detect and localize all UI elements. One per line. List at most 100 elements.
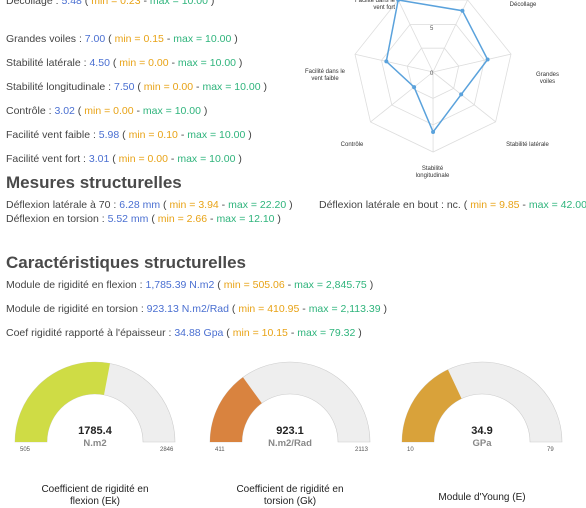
radar-axis-line xyxy=(433,72,496,122)
row-max: max = 10.00 xyxy=(143,105,201,117)
row-paren: ) xyxy=(231,33,237,45)
prop-row: Décollage : 5.48 ( min = 0.23 - max = 10… xyxy=(6,0,214,7)
row-sep: - xyxy=(219,199,228,211)
row-sep: - xyxy=(520,199,529,211)
radar-axis-line xyxy=(371,72,433,122)
row-paren: ( xyxy=(105,33,114,45)
row-paren: ( xyxy=(148,213,157,225)
gauge-title: Coefficient de rigidité en torsion (Gk) xyxy=(225,484,355,508)
gauge-max: 2846 xyxy=(160,447,173,453)
row-label: Contrôle : xyxy=(6,105,54,117)
row-max: max = 12.10 xyxy=(216,213,274,225)
section-title-mesures: Mesures structurelles xyxy=(6,173,182,193)
row-min: min = 0.00 xyxy=(144,81,193,93)
gauge-unit: GPa xyxy=(442,438,522,449)
radar-series xyxy=(386,0,487,132)
radar-point xyxy=(384,59,388,63)
row-label: Stabilité latérale : xyxy=(6,57,89,69)
row-min: min = 0.15 xyxy=(115,33,164,45)
row-paren: ( xyxy=(75,105,84,117)
gauge-value: 923.1 xyxy=(250,425,330,437)
row-max: max = 10.00 xyxy=(202,81,260,93)
gauge-unit: N.m2/Rad xyxy=(250,438,330,449)
row-min: min = 0.23 xyxy=(91,0,140,7)
row-max: max = 10.00 xyxy=(177,153,235,165)
row-value: 7.00 xyxy=(85,33,105,45)
mesure-row: Déflexion latérale à 70 : 6.28 mm ( min … xyxy=(6,199,293,211)
row-value: 7.50 xyxy=(114,81,134,93)
radar-axis-label: Stabilité latérale xyxy=(500,142,555,149)
prop-row: Facilité vent faible : 5.98 ( min = 0.10… xyxy=(6,129,252,141)
radar-axis-label: Décollage xyxy=(498,2,548,9)
radar-axis-label: Grandes voiles xyxy=(530,72,565,86)
row-paren: ( xyxy=(223,327,232,339)
row-min: min = 0.00 xyxy=(119,153,168,165)
radar-axis-label: Stabilité longitudinale xyxy=(410,166,455,180)
prop-row: Contrôle : 3.02 ( min = 0.00 - max = 10.… xyxy=(6,105,207,117)
row-paren: ) xyxy=(275,213,281,225)
row-paren: ) xyxy=(201,105,207,117)
row-paren: ( xyxy=(110,57,119,69)
radar-axis-label: Contrôle xyxy=(337,142,367,149)
row-value: 5.52 mm xyxy=(108,213,149,225)
row-max: max = 10.00 xyxy=(150,0,208,7)
prop-row: Stabilité longitudinale : 7.50 ( min = 0… xyxy=(6,81,267,93)
radar-point xyxy=(431,130,435,134)
row-value: 3.02 xyxy=(54,105,74,117)
carac-row: Module de rigidité en flexion : 1,785.39… xyxy=(6,279,373,291)
mesure-row: Déflexion latérale en bout : nc. ( min =… xyxy=(319,199,586,211)
row-min: min = 9.85 xyxy=(470,199,519,211)
radar-point xyxy=(412,85,416,89)
radar-axis-label: Facilité dans le vent faible xyxy=(300,69,350,83)
gauge-min: 10 xyxy=(407,447,414,453)
row-label: Module de rigidité en torsion : xyxy=(6,303,147,315)
gauge-value: 1785.4 xyxy=(55,425,135,437)
row-paren: ) xyxy=(355,327,361,339)
row-min: min = 0.00 xyxy=(119,57,168,69)
row-sep: - xyxy=(164,33,173,45)
row-value: 1,785.39 N.m2 xyxy=(146,279,215,291)
row-sep: - xyxy=(141,0,150,7)
row-value: 34.88 Gpa xyxy=(174,327,223,339)
row-max: max = 42.00 xyxy=(529,199,586,211)
row-value: 3.01 xyxy=(89,153,109,165)
row-label: Grandes voiles : xyxy=(6,33,85,45)
row-min: min = 505.06 xyxy=(224,279,285,291)
row-sep: - xyxy=(169,57,178,69)
radar-chart: 5 0 xyxy=(300,0,586,185)
row-paren: ( xyxy=(134,81,143,93)
row-max: max = 79.32 xyxy=(297,327,355,339)
row-paren: ) xyxy=(381,303,387,315)
prop-row: Grandes voiles : 7.00 ( min = 0.15 - max… xyxy=(6,33,238,45)
row-paren: ) xyxy=(367,279,373,291)
row-max: max = 10.00 xyxy=(187,129,245,141)
section-title-caracteristiques: Caractéristiques structurelles xyxy=(6,253,246,273)
gauge-value: 34.9 xyxy=(442,425,522,437)
carac-row: Coef rigidité rapporté à l'épaisseur : 3… xyxy=(6,327,362,339)
row-max: max = 2,113.39 xyxy=(309,303,381,315)
row-min: min = 410.95 xyxy=(238,303,299,315)
row-paren: ) xyxy=(286,199,292,211)
gauge-unit: N.m2 xyxy=(55,438,135,449)
row-value: 6.28 mm xyxy=(119,199,160,211)
row-max: max = 22.20 xyxy=(228,199,286,211)
carac-row: Module de rigidité en torsion : 923.13 N… xyxy=(6,303,387,315)
prop-row: Facilité vent fort : 3.01 ( min = 0.00 -… xyxy=(6,153,242,165)
row-label: Déflexion en torsion : xyxy=(6,213,108,225)
row-value: 4.50 xyxy=(89,57,109,69)
row-paren: ( xyxy=(119,129,128,141)
radar-axis-line xyxy=(398,0,433,72)
row-paren: ( xyxy=(109,153,118,165)
row-label: Module de rigidité en flexion : xyxy=(6,279,146,291)
row-max: max = 10.00 xyxy=(178,57,236,69)
gauge-min: 411 xyxy=(215,447,225,453)
prop-row: Stabilité latérale : 4.50 ( min = 0.00 -… xyxy=(6,57,242,69)
row-paren: ) xyxy=(261,81,267,93)
radar-axis-label: Facilité dans le vent fort xyxy=(345,0,395,12)
row-label: Déflexion latérale à 70 : xyxy=(6,199,119,211)
row-paren: ( xyxy=(461,199,470,211)
row-min: min = 0.00 xyxy=(84,105,133,117)
row-label: Facilité vent fort : xyxy=(6,153,89,165)
row-sep: - xyxy=(285,279,294,291)
row-value: 5.98 xyxy=(99,129,119,141)
